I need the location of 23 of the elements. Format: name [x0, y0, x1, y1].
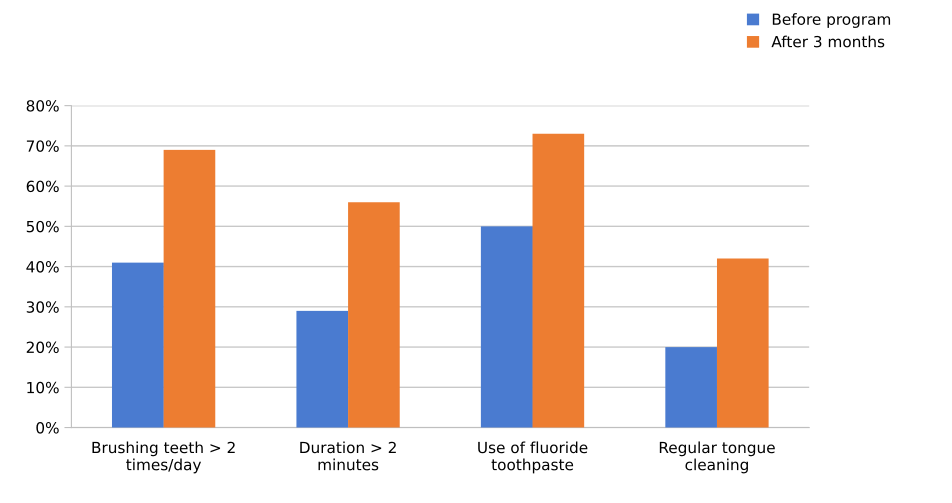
bar	[480, 226, 533, 428]
bar	[296, 310, 348, 428]
y-tick-label: 40%	[26, 261, 59, 273]
bar	[532, 134, 584, 428]
y-tick-label: 30%	[26, 301, 59, 313]
bar	[348, 202, 400, 428]
bar	[716, 258, 769, 428]
y-tick-label: 60%	[26, 180, 59, 192]
legend-label: Before program	[772, 13, 890, 28]
y-tick-label: 0%	[36, 422, 59, 434]
bar	[112, 262, 164, 428]
x-tick-label: Use of fluoride toothpaste	[478, 441, 588, 474]
x-tick-label: Brushing teeth > 2 times/day	[92, 441, 235, 474]
legend-label: After 3 months	[771, 36, 884, 48]
y-tick-label: 20%	[26, 342, 59, 354]
y-tick-label: 10%	[27, 382, 59, 394]
bar	[665, 347, 717, 428]
y-tick-label: 80%	[26, 100, 59, 112]
x-tick-label: Duration > 2 minutes	[300, 441, 396, 470]
bar	[164, 150, 216, 428]
y-tick-label: 50%	[26, 220, 59, 232]
x-tick-label: Regular tongue cleaning	[660, 441, 775, 474]
y-tick-label: 70%	[26, 140, 59, 152]
